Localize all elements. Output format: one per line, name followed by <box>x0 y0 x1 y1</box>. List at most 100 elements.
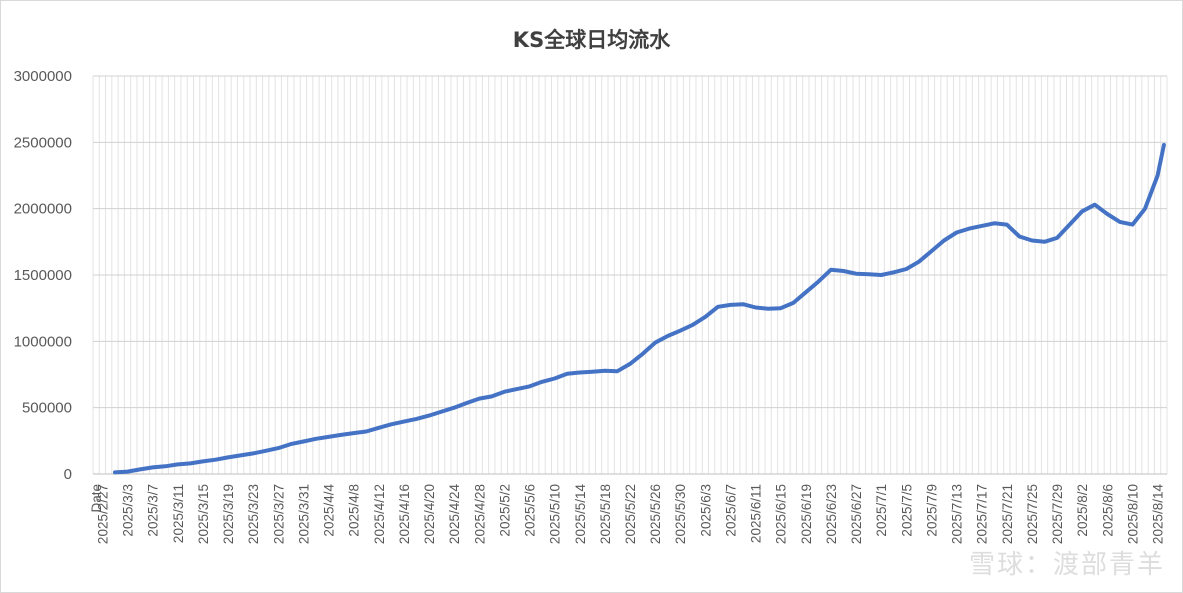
x-tick-label: 2025/5/26 <box>648 484 663 544</box>
data-point <box>414 417 418 421</box>
data-point <box>816 280 820 284</box>
x-tick-label: 2025/7/25 <box>1025 484 1040 544</box>
data-point <box>138 467 142 471</box>
series-points <box>113 143 1166 474</box>
data-point <box>791 301 795 305</box>
data-point <box>992 221 996 225</box>
data-point <box>967 227 971 231</box>
data-point <box>1130 223 1134 227</box>
data-point <box>917 260 921 264</box>
data-point <box>477 397 481 401</box>
data-point <box>716 305 720 309</box>
data-point <box>1118 220 1122 224</box>
x-tick-label: 2025/6/11 <box>749 484 764 543</box>
x-tick-label: 2025/5/22 <box>623 484 638 544</box>
x-tick-label: 2025/8/2 <box>1075 484 1090 537</box>
x-tick-label: 2025/3/7 <box>146 484 161 537</box>
y-tick-label: 2000000 <box>14 201 72 218</box>
x-tick-label: 2025/6/19 <box>799 484 814 544</box>
data-point <box>239 453 243 457</box>
data-point <box>502 390 506 394</box>
x-tick-label: 2025/7/9 <box>924 484 939 537</box>
x-tick-label: 2025/4/16 <box>397 484 412 544</box>
data-point <box>1030 239 1034 243</box>
x-tick-label: 2025/5/2 <box>497 484 512 537</box>
data-point <box>854 272 858 276</box>
data-point <box>590 370 594 374</box>
data-point <box>603 369 607 373</box>
x-tick-label: 2025/4/12 <box>372 484 387 544</box>
data-point <box>879 273 883 277</box>
x-tick-label: 2025/2/27 <box>95 484 110 544</box>
data-point <box>389 422 393 426</box>
x-tick-label: 2025/4/24 <box>447 484 462 545</box>
x-tick-label: 2025/3/23 <box>246 484 261 544</box>
data-point <box>276 446 280 450</box>
data-point <box>904 267 908 271</box>
x-tick-label: 2025/7/29 <box>1050 484 1065 544</box>
chart-title: KS全球日均流水 <box>512 28 671 52</box>
data-point <box>1055 236 1059 240</box>
data-point <box>1005 223 1009 227</box>
data-point <box>628 362 632 366</box>
data-point <box>892 270 896 274</box>
x-tick-label: 2025/7/21 <box>1000 484 1015 544</box>
data-point <box>540 380 544 384</box>
x-tick-label: 2025/5/6 <box>523 484 538 537</box>
x-tick-label: 2025/5/30 <box>673 484 688 544</box>
x-tick-label: 2025/8/6 <box>1100 484 1115 537</box>
x-tick-label: 2025/6/27 <box>849 484 864 544</box>
data-point <box>666 334 670 338</box>
data-point <box>578 371 582 375</box>
data-point <box>942 239 946 243</box>
data-point <box>314 437 318 441</box>
data-point <box>377 426 381 430</box>
x-tick-label: 2025/3/11 <box>171 484 186 543</box>
data-point <box>653 341 657 345</box>
data-point <box>1105 212 1109 216</box>
data-point <box>641 352 645 356</box>
data-point <box>728 303 732 307</box>
data-point <box>766 307 770 311</box>
data-point <box>151 465 155 469</box>
x-tick-label: 2025/6/3 <box>698 484 713 537</box>
x-tick-label: 2025/5/10 <box>548 484 563 544</box>
data-point <box>188 461 192 465</box>
data-point <box>1093 203 1097 207</box>
data-point <box>691 323 695 327</box>
data-point <box>929 249 933 253</box>
x-tick-label: 2025/5/18 <box>598 484 613 544</box>
data-point <box>201 459 205 463</box>
data-point <box>615 369 619 373</box>
data-point <box>980 224 984 228</box>
data-point <box>427 414 431 418</box>
gridlines <box>92 75 1168 475</box>
data-point <box>126 470 130 474</box>
data-point <box>1043 240 1047 244</box>
data-point <box>264 449 268 453</box>
x-tick-label: 2025/3/15 <box>196 484 211 544</box>
x-tick-label: 2025/7/1 <box>874 484 889 537</box>
data-point <box>553 376 557 380</box>
y-tick-label: 3000000 <box>14 68 72 85</box>
data-point <box>339 433 343 437</box>
data-point <box>955 231 959 235</box>
y-tick-label: 1500000 <box>14 267 72 284</box>
x-tick-label: Date <box>89 484 104 513</box>
data-point <box>113 470 117 474</box>
data-point <box>842 269 846 273</box>
data-point <box>364 430 368 434</box>
x-tick-label: 2025/7/5 <box>899 484 914 537</box>
data-point <box>301 439 305 443</box>
x-tick-label: 2025/6/15 <box>774 484 789 544</box>
x-tick-label: 2025/6/23 <box>824 484 839 544</box>
data-point <box>289 442 293 446</box>
x-tick-label: 2025/4/4 <box>322 484 337 537</box>
data-point <box>327 435 331 439</box>
data-point <box>804 290 808 294</box>
x-tick-label: 2025/4/8 <box>347 484 362 537</box>
data-point <box>1162 143 1166 147</box>
